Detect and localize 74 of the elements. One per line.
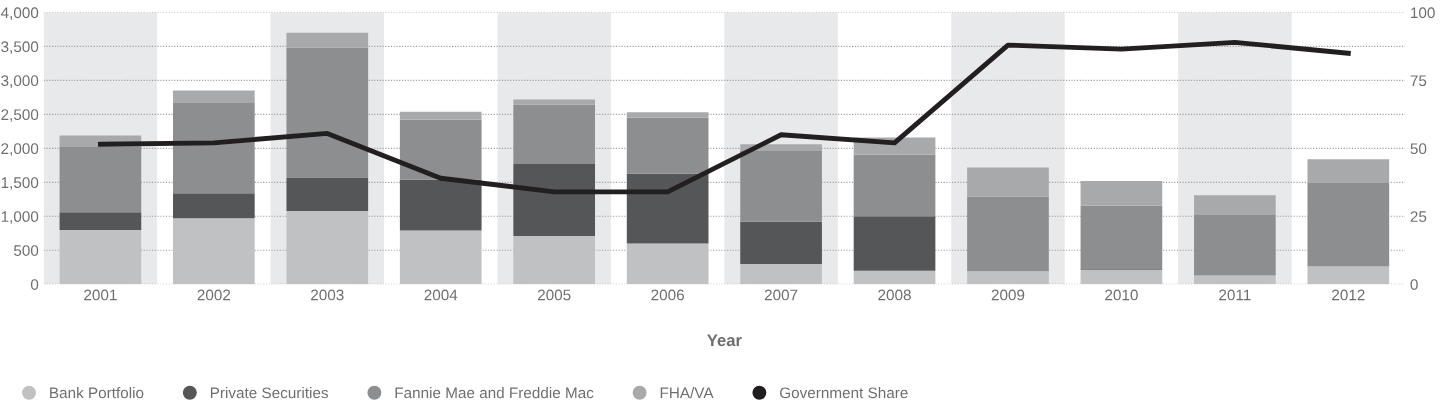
y-tick-label: 3,000 (1, 75, 39, 88)
line-series (97, 39, 1351, 195)
bar (967, 271, 1049, 285)
bar (286, 177, 369, 211)
x-tick-label: 2007 (764, 289, 798, 301)
bar (286, 32, 369, 48)
legend-label: Bank Portfolio (50, 387, 144, 399)
bar (626, 117, 709, 174)
x-tick-label: 2009 (991, 289, 1025, 301)
bar (1307, 183, 1390, 267)
bar (399, 111, 482, 120)
bar (853, 216, 936, 271)
bar (286, 210, 369, 285)
y-tick-label: 3,500 (1, 41, 39, 54)
y-tick-label: 0 (30, 279, 39, 290)
bar (740, 151, 822, 222)
x-tick-label: 2006 (651, 289, 684, 301)
bar (1194, 195, 1276, 215)
x-tick-label: 2001 (84, 289, 117, 301)
bar (513, 163, 596, 237)
bar (1080, 270, 1163, 285)
bar (1080, 205, 1163, 270)
x-tick-label: 2004 (424, 289, 458, 301)
legend-label: FHA/VA (660, 387, 714, 399)
x-tick-label: 2003 (311, 289, 344, 301)
y2-tick-label: 100 (1411, 7, 1435, 19)
legend-label: Government Share (780, 387, 908, 399)
x-tick-label: 2005 (537, 289, 571, 301)
bar (286, 47, 369, 178)
bar (173, 193, 255, 219)
bar (853, 154, 936, 217)
bar (59, 212, 142, 230)
bar (1307, 266, 1390, 285)
y-tick-label: 500 (13, 245, 39, 256)
y2-tick-label: 75 (1410, 75, 1427, 87)
x-tick-label: 2012 (1332, 289, 1365, 301)
y2-tick-label: 50 (1410, 143, 1427, 155)
bar (626, 243, 709, 285)
bar (853, 270, 936, 285)
bar (513, 104, 596, 164)
y2-tick-label: 0 (1410, 279, 1418, 290)
legend-label: Private Securities (210, 387, 329, 399)
bar (399, 119, 482, 180)
bar (59, 229, 142, 285)
legend-label: Fannie Mae and Freddie Mac (395, 387, 594, 399)
bar (1194, 275, 1276, 285)
bar (740, 221, 822, 264)
bar (626, 173, 709, 244)
bar (1194, 214, 1276, 276)
bar (59, 147, 142, 213)
x-tick-label: 2008 (878, 289, 911, 301)
y-tick-label: 2,000 (1, 143, 39, 156)
bar (513, 99, 596, 105)
bar (173, 102, 255, 194)
bar (173, 90, 255, 103)
bar (967, 196, 1049, 272)
y2-tick-label: 25 (1410, 211, 1427, 222)
bar (740, 263, 822, 285)
x-tick-label: 2002 (197, 289, 231, 301)
bar (1080, 180, 1163, 206)
bar (626, 112, 709, 118)
bar (967, 167, 1049, 197)
x-axis-title: Year (707, 334, 742, 347)
y-tick-label: 1,500 (1, 177, 39, 190)
bar (173, 218, 255, 285)
y-tick-label: 2,500 (1, 109, 39, 122)
x-tick-label: 2011 (1219, 289, 1251, 301)
bar (399, 230, 482, 285)
bar (513, 236, 596, 285)
x-tick-label: 2010 (1105, 289, 1138, 301)
bar (1307, 159, 1390, 184)
y-tick-label: 4,000 (0, 7, 39, 20)
bar (399, 179, 482, 231)
y-tick-label: 1,000 (1, 211, 39, 224)
